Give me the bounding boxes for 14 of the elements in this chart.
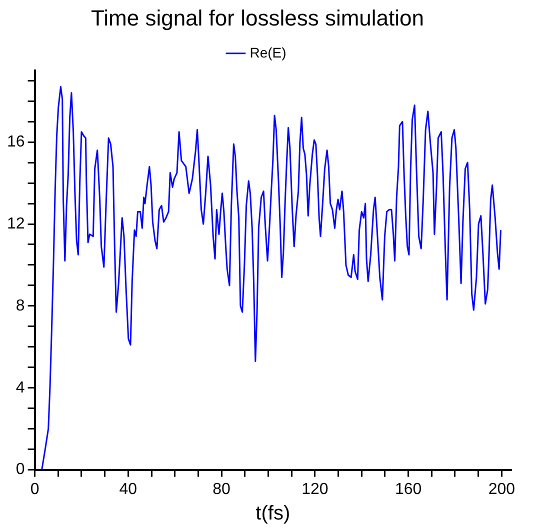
- chart-title: Time signal for lossless simulation: [91, 5, 424, 30]
- y-tick-label: 16: [7, 133, 25, 150]
- y-tick-label: 8: [16, 297, 25, 314]
- x-axis-title: t(fs): [256, 502, 290, 525]
- x-tick-label: 200: [488, 480, 516, 498]
- y-tick-label: 0: [16, 461, 25, 478]
- y-tick-label: 4: [16, 379, 25, 396]
- x-tick-label: 120: [302, 480, 328, 498]
- y-tick-label: 12: [7, 215, 25, 232]
- x-tick-label: 160: [394, 480, 422, 498]
- legend-label: Re(E): [250, 44, 286, 60]
- x-tick-label: 0: [30, 480, 40, 498]
- x-tick-label: 40: [119, 480, 138, 498]
- x-tick-label: 80: [212, 480, 231, 498]
